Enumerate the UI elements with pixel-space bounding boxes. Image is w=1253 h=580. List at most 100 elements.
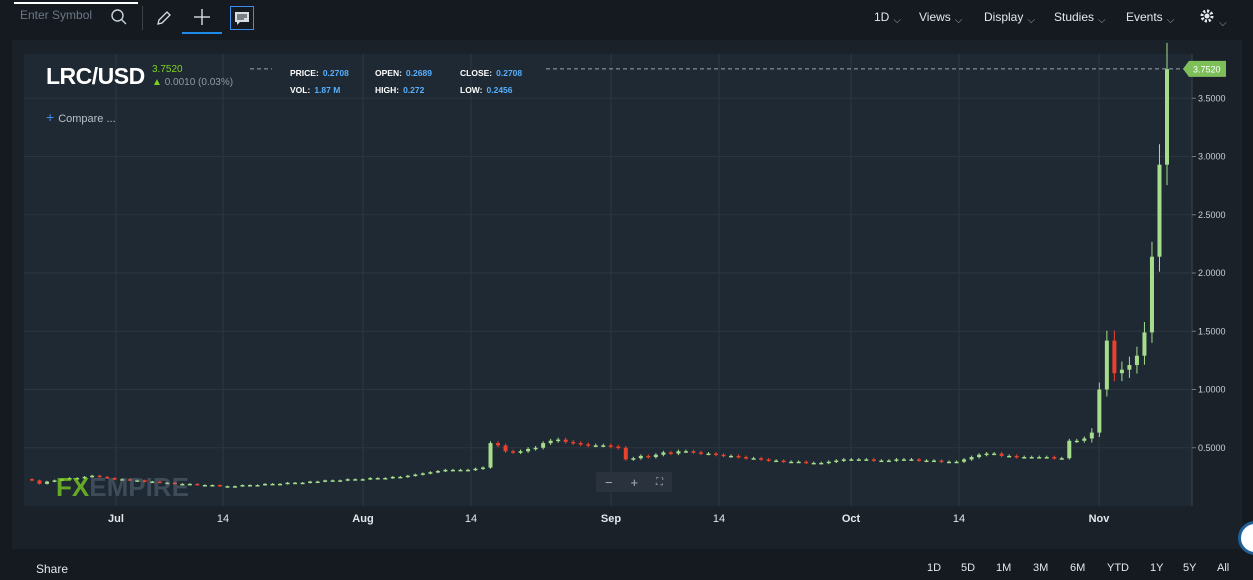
stat-close: CLOSE: 0.2708 [460, 68, 523, 78]
range-ytd[interactable]: YTD [1107, 562, 1129, 574]
candle-body [638, 455, 643, 459]
zoom-out-button[interactable]: − [604, 474, 613, 490]
candle-body [683, 451, 688, 453]
last-price-tag-label: 3.7520 [1193, 64, 1221, 74]
candle-body [45, 481, 50, 484]
candle-body [360, 479, 365, 481]
symbol-search-box[interactable] [14, 2, 138, 32]
annotation-icon [235, 12, 249, 25]
candle-body [473, 468, 478, 471]
candle-body [563, 439, 568, 442]
candle-body [270, 483, 275, 486]
candle-body [578, 443, 583, 445]
candle-body [488, 443, 493, 468]
chevron-down-icon: ⌵ [1098, 15, 1106, 26]
range-5y[interactable]: 5Y [1183, 562, 1197, 574]
candle-body [804, 461, 809, 464]
stat-price: PRICE: 0.2708 [290, 68, 349, 78]
candle-body [1119, 369, 1124, 374]
candle-body [894, 459, 899, 461]
candle-body [653, 454, 658, 458]
compare-button[interactable]: + Compare ... [46, 109, 116, 125]
x-tick-label: 14 [953, 513, 965, 525]
share-button[interactable]: Share [36, 562, 69, 576]
annotation-tool-button[interactable] [230, 6, 254, 30]
candle-body [247, 485, 252, 487]
candle-body [353, 479, 358, 481]
candle-body [856, 459, 861, 461]
candle-body [774, 460, 779, 463]
y-tick-label: 2.0000 [1198, 268, 1226, 278]
candle-body [924, 460, 929, 463]
candle-body [345, 479, 350, 481]
candle-body [977, 454, 982, 458]
candle-body [315, 481, 320, 484]
candle-body [819, 462, 824, 465]
candle-body [465, 469, 470, 472]
bottom-bar: Share 1D 5D 1M 3M 6M YTD 1Y 5Y All [0, 556, 1253, 580]
display-menu[interactable]: Display ⌵ [984, 10, 1035, 26]
range-3m[interactable]: 3M [1033, 562, 1049, 574]
candle-body [338, 480, 343, 482]
range-6m[interactable]: 6M [1070, 562, 1086, 574]
symbol-input[interactable]: Enter Symbol [20, 8, 93, 22]
candle-body [676, 451, 681, 454]
candle-body [458, 469, 463, 472]
pencil-tool-button[interactable] [144, 2, 184, 34]
candle-body [841, 459, 846, 461]
crosshair-tool-button[interactable] [182, 2, 222, 34]
events-menu[interactable]: Events ⌵ [1126, 10, 1175, 26]
range-1d[interactable]: 1D [927, 562, 942, 574]
crosshair-icon [194, 9, 210, 25]
candle-body [90, 475, 95, 478]
stat-open: OPEN: 0.2689 [375, 68, 432, 78]
views-menu[interactable]: Views ⌵ [919, 10, 963, 26]
range-1y[interactable]: 1Y [1150, 562, 1164, 574]
y-tick-label: 3.5000 [1198, 93, 1226, 103]
candle-body [511, 451, 516, 453]
candle-body [1097, 389, 1102, 433]
candle-body [834, 460, 839, 463]
candle-body [97, 475, 102, 478]
candle-body [37, 480, 42, 484]
range-1m[interactable]: 1M [996, 562, 1012, 574]
candle-body [1082, 438, 1087, 441]
candle-body [398, 476, 403, 479]
candle-body [616, 446, 621, 449]
fxempire-watermark: FXEMPIRE [56, 472, 189, 502]
candle-body [480, 467, 485, 470]
x-tick-label: Sep [601, 513, 621, 525]
candle-body [1157, 164, 1162, 257]
studies-menu[interactable]: Studies ⌵ [1054, 10, 1106, 26]
x-tick-label: Aug [352, 513, 373, 525]
candle-body [1127, 365, 1132, 370]
price-chart[interactable]: Jul 14 Aug 14 Sep 14 Oct 14 Nov 0.5000 1.0000 1.500… [0, 0, 1253, 556]
candle-body [127, 479, 132, 481]
candle-body [691, 451, 696, 453]
search-icon[interactable] [110, 8, 128, 26]
fullscreen-icon[interactable]: ⛶ [656, 476, 664, 488]
candle-body [698, 452, 703, 454]
interval-menu[interactable]: 1D ⌵ [874, 10, 901, 26]
x-tick-label: Nov [1089, 513, 1111, 525]
settings-menu[interactable]: ⌵ [1199, 8, 1227, 29]
y-tick-label: 1.0000 [1198, 385, 1226, 395]
x-tick-label: Oct [842, 513, 861, 525]
range-all[interactable]: All [1217, 562, 1230, 574]
price-change-value: 0.0010 (0.03%) [164, 77, 234, 88]
candle-body [420, 473, 425, 475]
range-5d[interactable]: 5D [961, 562, 976, 574]
settings-gear-icon [1200, 9, 1214, 23]
chevron-down-icon: ⌵ [1027, 15, 1035, 26]
candle-body [413, 474, 418, 477]
candle-body [916, 459, 921, 461]
candle-body [428, 472, 433, 474]
candle-body [533, 447, 538, 450]
candle-body [1059, 458, 1064, 460]
zoom-in-button[interactable]: + [630, 474, 639, 490]
candle-body [30, 479, 34, 481]
candle-body [503, 445, 508, 452]
candle-body [82, 476, 87, 479]
stat-low: LOW: 0.2456 [460, 85, 513, 95]
candle-body [721, 454, 726, 457]
